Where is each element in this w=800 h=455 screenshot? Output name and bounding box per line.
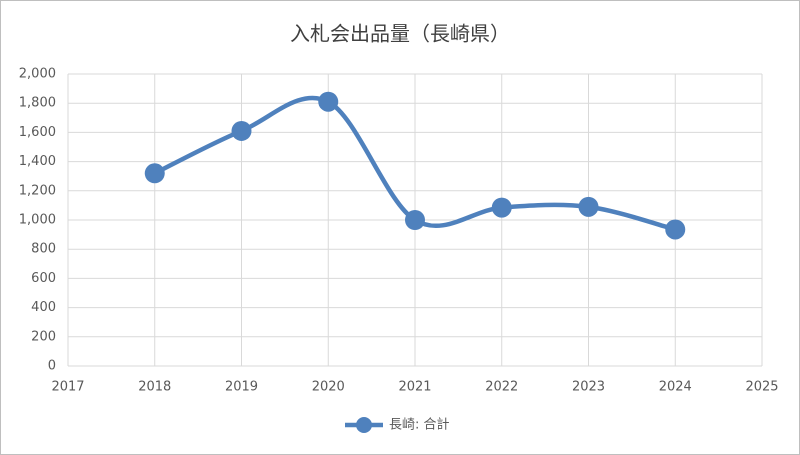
marker (578, 196, 599, 217)
y-tick-label: 1,200 (19, 183, 56, 198)
y-tick-label: 400 (31, 300, 56, 315)
x-tick-label: 2021 (398, 380, 431, 395)
y-tick-label: 2,000 (19, 67, 56, 82)
y-tick-label: 600 (31, 271, 56, 286)
marker (318, 91, 339, 112)
x-tick-label: 2022 (485, 380, 518, 395)
x-tick-label: 2019 (225, 380, 258, 395)
x-tick-label: 2017 (51, 380, 84, 395)
y-tick-label: 1,600 (19, 125, 56, 140)
x-tick-label: 2023 (572, 380, 605, 395)
x-tick-label: 2025 (745, 380, 778, 395)
marker (144, 163, 165, 184)
y-tick-label: 1,000 (19, 213, 56, 228)
y-tick-label: 1,800 (19, 96, 56, 111)
y-tick-label: 200 (31, 329, 56, 344)
x-tick-label: 2020 (312, 380, 345, 395)
x-tick-label: 2018 (138, 380, 171, 395)
y-tick-label: 0 (48, 359, 56, 374)
marker (491, 197, 512, 218)
legend-label: 長崎: 合計 (389, 417, 450, 433)
legend-marker (356, 417, 372, 433)
y-tick-label: 800 (31, 242, 56, 257)
marker (231, 120, 252, 141)
x-tick-label: 2024 (659, 380, 692, 395)
marker (665, 219, 686, 240)
chart-title: 入札会出品量（長崎県） (290, 22, 510, 46)
marker (405, 210, 425, 230)
y-tick-label: 1,400 (19, 154, 56, 169)
